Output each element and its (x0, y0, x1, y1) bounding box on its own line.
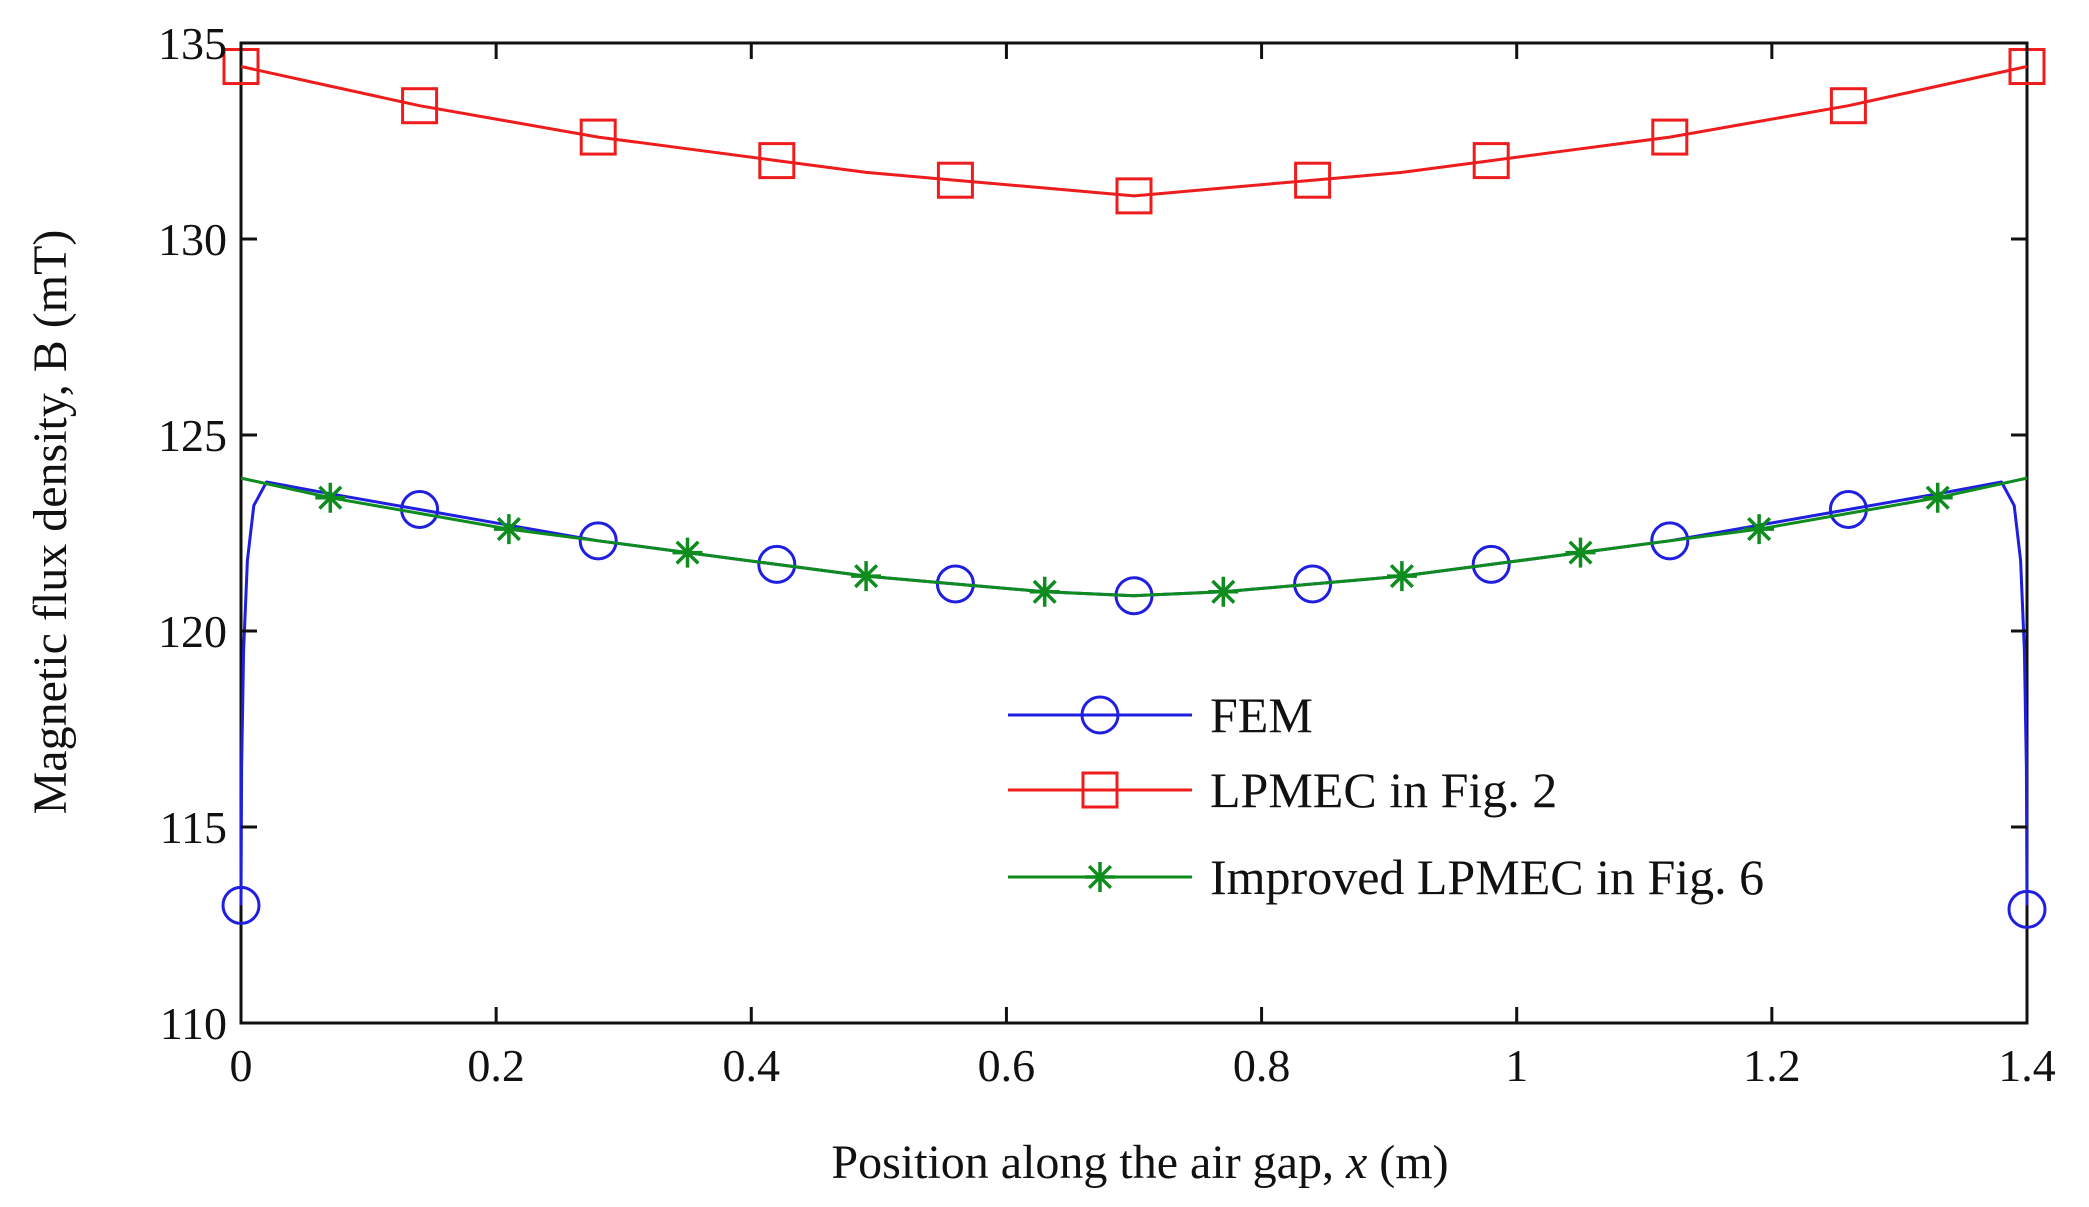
data-point-lpmec-in-fig-2-3 (758, 142, 796, 180)
data-point-fem-3 (757, 544, 797, 584)
x-tick-label: 1 (1505, 1040, 1528, 1091)
legend-label: LPMEC in Fig. 2 (1210, 762, 1557, 818)
legend-marker-asterisk (1085, 862, 1115, 892)
x-axis-title: Position along the air gap, x (m) (831, 1136, 1448, 1189)
data-point-lpmec-in-fig-2-2 (579, 118, 617, 156)
data-point-improved-lpmec-in-fig-6-5 (1208, 576, 1239, 607)
legend-label: Improved LPMEC in Fig. 6 (1210, 849, 1764, 905)
y-tick-label: 130 (158, 214, 227, 265)
data-point-improved-lpmec-in-fig-6-9 (1922, 482, 1953, 513)
x-axis-title-part-3: (m) (1367, 1136, 1448, 1189)
y-tick-label: 110 (160, 998, 227, 1049)
axes-layer: 0 0.2 0.4 0.6 0.8 1 1.2 1.4 110 115 120 125 130 135 (158, 18, 2056, 1091)
y-axis-title: Magnetic flux density, B (mT) (24, 230, 77, 815)
x-tick-label: 0.4 (723, 1040, 781, 1091)
x-axis-title-variable: x (1345, 1136, 1367, 1189)
series-layer (221, 48, 2047, 929)
data-point-improved-lpmec-in-fig-6-7 (1565, 537, 1596, 568)
legend-marker-circle (1080, 695, 1120, 735)
y-tick-label: 125 (158, 410, 227, 461)
data-point-fem-4 (935, 564, 975, 604)
x-tick-label: 0.8 (1233, 1040, 1291, 1091)
data-point-fem-6 (1293, 564, 1333, 604)
x-tick-label: 1.4 (1998, 1040, 2056, 1091)
data-point-fem-7 (1471, 544, 1511, 584)
legend-label: FEM (1210, 687, 1313, 743)
y-tick-label: 115 (160, 802, 227, 853)
series-improved-lpmec-in-fig-6 (240, 476, 2028, 607)
data-point-fem-2 (578, 521, 618, 561)
data-point-fem-10 (2007, 889, 2047, 929)
data-point-improved-lpmec-in-fig-6-8 (1744, 514, 1775, 545)
data-point-lpmec-in-fig-2-4 (936, 161, 974, 199)
data-point-lpmec-in-fig-2-5 (1115, 177, 1153, 215)
data-point-lpmec-in-fig-2-1 (401, 87, 439, 125)
x-tick-label: 0 (230, 1040, 253, 1091)
data-point-fem-8 (1650, 521, 1690, 561)
series-fem (221, 480, 2047, 929)
data-point-lpmec-in-fig-2-6 (1294, 161, 1332, 199)
data-point-improved-lpmec-in-fig-6-1 (493, 514, 524, 545)
data-point-improved-lpmec-in-fig-6-2 (672, 537, 703, 568)
x-tick-label: 0.2 (467, 1040, 525, 1091)
series-line-lpmec-in-fig-2 (240, 65, 2028, 198)
series-line-improved-lpmec-in-fig-6 (240, 476, 2028, 598)
y-tick-label: 135 (158, 18, 227, 69)
legend-marker-square (1081, 771, 1119, 809)
data-point-improved-lpmec-in-fig-6-4 (1029, 576, 1060, 607)
legend-entry-fem: FEM (1008, 687, 1313, 743)
data-point-lpmec-in-fig-2-9 (1829, 87, 1867, 125)
data-point-lpmec-in-fig-2-8 (1651, 118, 1689, 156)
series-line-fem (239, 480, 2029, 906)
data-point-improved-lpmec-in-fig-6-0 (315, 482, 346, 513)
legend-entry-lpmec-in-fig-2: LPMEC in Fig. 2 (1008, 762, 1557, 818)
plot-border (239, 41, 2029, 1025)
x-tick-label: 0.6 (978, 1040, 1036, 1091)
data-point-improved-lpmec-in-fig-6-3 (851, 561, 882, 592)
series-lpmec-in-fig-2 (222, 48, 2046, 215)
legend-entry-improved-lpmec-in-fig-6: Improved LPMEC in Fig. 6 (1008, 849, 1764, 905)
plot-area (239, 41, 2029, 1025)
x-tick-label: 1.2 (1743, 1040, 1801, 1091)
data-point-lpmec-in-fig-2-7 (1472, 142, 1510, 180)
y-tick-label: 120 (158, 606, 227, 657)
legend: FEM LPMEC in Fig. 2 Improved LPMEC in Fig.… (1008, 687, 1764, 905)
data-point-improved-lpmec-in-fig-6-6 (1386, 561, 1417, 592)
x-axis-title-part-1: Position along the air gap, (831, 1136, 1346, 1189)
data-point-fem-0 (221, 885, 261, 925)
